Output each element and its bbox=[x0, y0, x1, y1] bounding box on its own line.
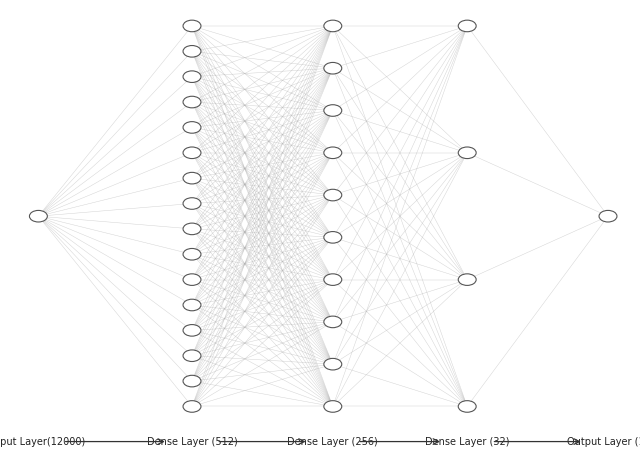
Circle shape bbox=[183, 400, 201, 412]
Circle shape bbox=[324, 400, 342, 412]
Circle shape bbox=[324, 63, 342, 74]
Circle shape bbox=[183, 223, 201, 235]
Circle shape bbox=[183, 172, 201, 184]
Circle shape bbox=[324, 20, 342, 32]
Circle shape bbox=[183, 122, 201, 133]
Circle shape bbox=[458, 147, 476, 158]
Circle shape bbox=[183, 46, 201, 57]
Circle shape bbox=[458, 274, 476, 285]
Circle shape bbox=[324, 147, 342, 158]
Text: Output Layer (1): Output Layer (1) bbox=[567, 437, 640, 446]
Circle shape bbox=[183, 96, 201, 108]
Circle shape bbox=[183, 20, 201, 32]
Circle shape bbox=[183, 198, 201, 209]
Circle shape bbox=[183, 274, 201, 285]
Circle shape bbox=[183, 376, 201, 387]
Circle shape bbox=[324, 274, 342, 285]
Circle shape bbox=[183, 71, 201, 82]
Circle shape bbox=[599, 211, 617, 222]
Circle shape bbox=[183, 299, 201, 311]
Circle shape bbox=[29, 211, 47, 222]
Circle shape bbox=[458, 400, 476, 412]
Circle shape bbox=[324, 232, 342, 243]
Circle shape bbox=[183, 249, 201, 260]
Circle shape bbox=[458, 20, 476, 32]
Text: Dense Layer (512): Dense Layer (512) bbox=[147, 437, 237, 446]
Circle shape bbox=[324, 189, 342, 201]
Text: Dense Layer (256): Dense Layer (256) bbox=[287, 437, 378, 446]
Circle shape bbox=[183, 147, 201, 158]
Circle shape bbox=[324, 359, 342, 370]
Circle shape bbox=[324, 316, 342, 328]
Circle shape bbox=[183, 325, 201, 336]
Circle shape bbox=[183, 350, 201, 361]
Text: Input Layer(12000): Input Layer(12000) bbox=[0, 437, 86, 446]
Text: Dense Layer (32): Dense Layer (32) bbox=[425, 437, 509, 446]
Circle shape bbox=[324, 105, 342, 116]
